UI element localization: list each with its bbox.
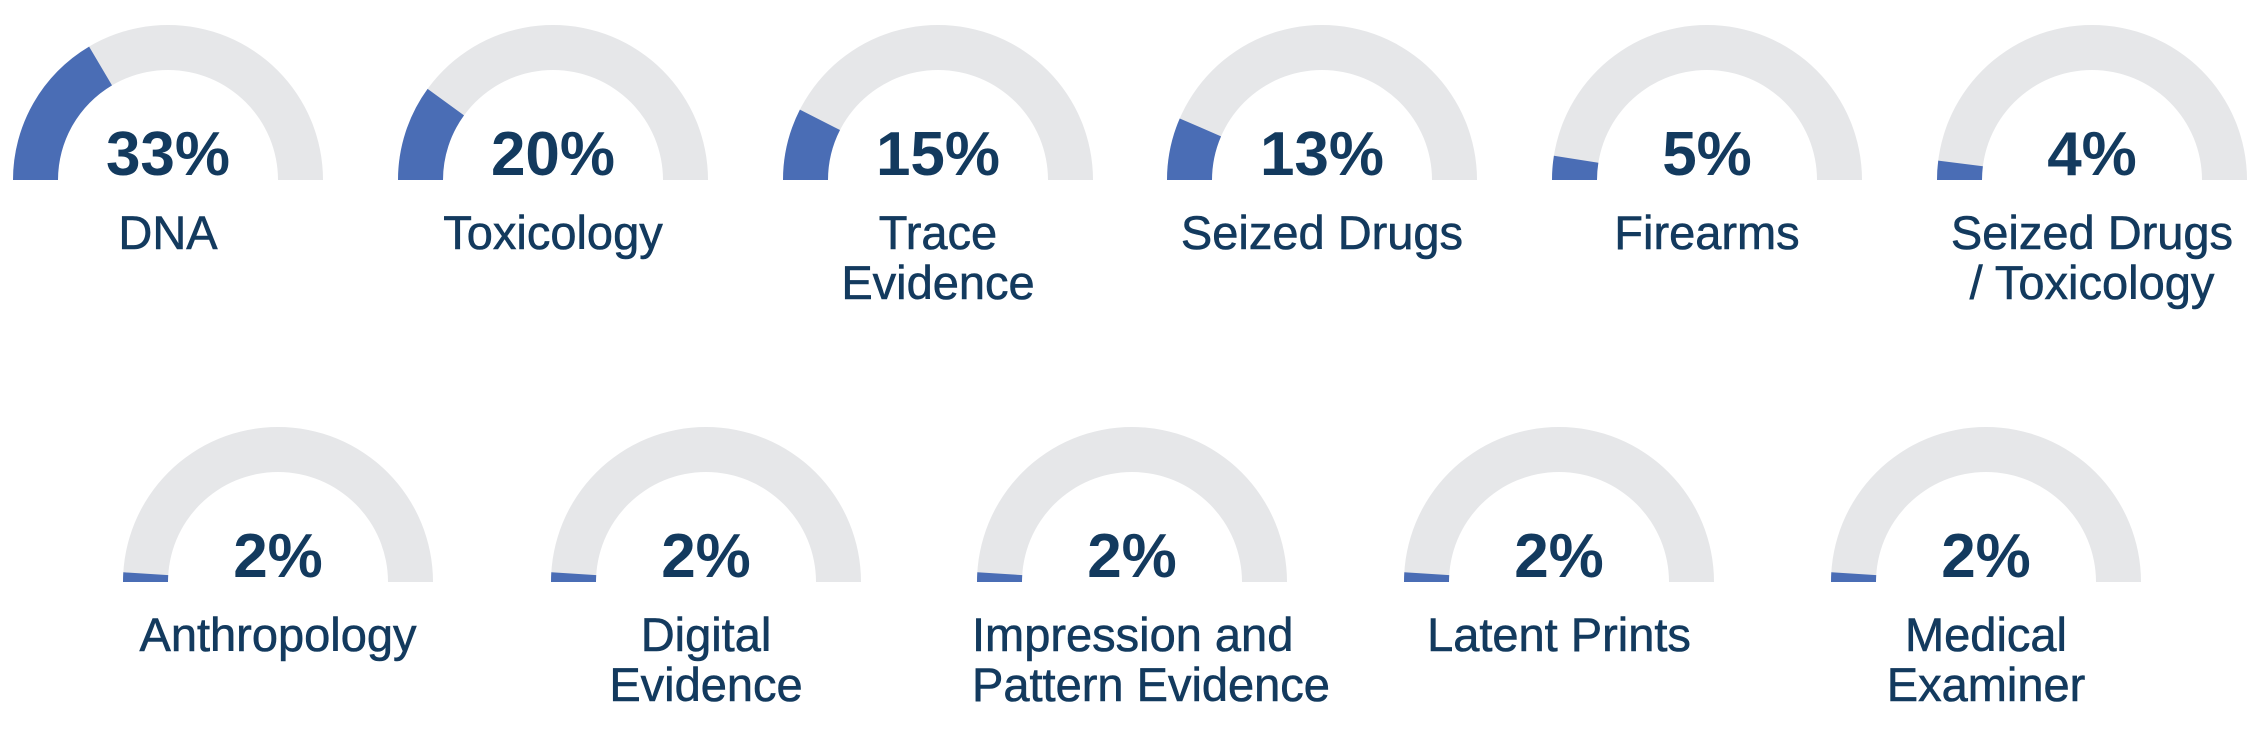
gauge-category-label: Firearms [1547, 206, 1867, 259]
gauge-fill [551, 572, 597, 582]
gauge-svg: 4% [1937, 25, 2247, 189]
gauge: 2% Impression and Pattern Evidence [972, 422, 1331, 711]
gauge-svg: 5% [1552, 25, 1862, 189]
gauge-category-label: Toxicology [393, 206, 713, 259]
gauge-track [551, 427, 861, 582]
gauge-label-line: Medical [1905, 608, 2068, 661]
gauge-fill [1831, 572, 1877, 582]
gauge-fill [13, 46, 113, 180]
gauge-category-label: Anthropology [118, 608, 438, 661]
gauge-svg: 2% [551, 427, 861, 591]
gauge: 2% Medical Examiner [1826, 422, 2146, 710]
gauge-track [1831, 427, 2141, 582]
gauge-label-line: Examiner [1886, 658, 2086, 711]
gauge-value-label: 2% [233, 522, 323, 591]
gauge-value-label: 33% [106, 120, 230, 189]
gauge-value-label: 4% [2047, 120, 2137, 189]
gauge-svg: 15% [783, 25, 1093, 189]
gauge: 2% Latent Prints [1399, 422, 1719, 660]
gauge-label-line: Seized Drugs [1950, 206, 2234, 259]
gauge-category-label: Seized Drugs [1162, 206, 1482, 259]
gauge-fill [123, 572, 169, 582]
gauge-track [1167, 25, 1477, 180]
gauge-label-line: DNA [118, 206, 218, 259]
gauge-value-label: 2% [661, 522, 751, 591]
gauge-fill [1937, 160, 1983, 180]
gauge-label-line: Trace [878, 206, 998, 259]
gauge: 13% Seized Drugs [1162, 20, 1482, 258]
gauge-fill [783, 109, 840, 180]
gauge-svg: 2% [1404, 427, 1714, 591]
gauge-svg: 2% [1831, 427, 2141, 591]
gauge-category-label: Impression and Pattern Evidence [972, 608, 1331, 711]
gauge-svg: 20% [398, 25, 708, 189]
gauge-fill [1167, 118, 1222, 180]
gauge-value-label: 2% [1514, 522, 1604, 591]
gauge-value-label: 15% [876, 120, 1000, 189]
gauge-label-line: Evidence [841, 256, 1035, 309]
gauge-label-line: Seized Drugs [1180, 206, 1464, 259]
gauge: 2% Digital Evidence [546, 422, 866, 710]
gauge: 2% Anthropology [118, 422, 438, 660]
gauge-track [123, 427, 433, 582]
gauge-label-line: Impression and [972, 608, 1294, 661]
gauge-fill [1404, 572, 1450, 582]
gauge-label-line: Evidence [609, 658, 803, 711]
gauge-track [398, 25, 708, 180]
gauge-track [1404, 427, 1714, 582]
gauge-track [1937, 25, 2247, 180]
gauge: 20% Toxicology [393, 20, 713, 258]
gauge-label-line: Pattern Evidence [972, 658, 1331, 711]
gauge-value-label: 13% [1260, 120, 1384, 189]
gauge-label-line: Firearms [1614, 206, 1800, 259]
gauge-fill [398, 88, 465, 180]
gauge-track [977, 427, 1287, 582]
gauge-svg: 33% [13, 25, 323, 189]
gauge-svg: 13% [1167, 25, 1477, 189]
gauge: 5% Firearms [1547, 20, 1867, 258]
gauge: 15% Trace Evidence [778, 20, 1098, 308]
gauge-category-label: Trace Evidence [778, 206, 1098, 309]
gauge-fill [1552, 155, 1599, 180]
gauge-category-label: Medical Examiner [1826, 608, 2146, 711]
gauge-value-label: 5% [1662, 120, 1752, 189]
gauge-label-line: / Toxicology [1969, 256, 2215, 309]
gauge-value-label: 20% [491, 120, 615, 189]
gauge-svg: 2% [123, 427, 433, 591]
gauge-category-label: Digital Evidence [546, 608, 866, 711]
gauge-category-label: Seized Drugs / Toxicology [1932, 206, 2249, 309]
gauge-value-label: 2% [1941, 522, 2031, 591]
gauge-track [1552, 25, 1862, 180]
gauge-svg: 2% [977, 427, 1287, 591]
gauge: 33% DNA [8, 20, 328, 258]
gauge-label-line: Anthropology [139, 608, 417, 661]
gauge-label-line: Latent Prints [1427, 608, 1691, 661]
gauge-category-label: DNA [8, 206, 328, 259]
gauge-value-label: 2% [1087, 522, 1177, 591]
gauge-track [783, 25, 1093, 180]
gauge-category-label: Latent Prints [1399, 608, 1719, 661]
gauge-label-line: Toxicology [443, 206, 663, 259]
gauge-label-line: Digital [640, 608, 772, 661]
gauge-fill [977, 572, 1023, 582]
gauge: 4% Seized Drugs / Toxicology [1932, 20, 2249, 308]
